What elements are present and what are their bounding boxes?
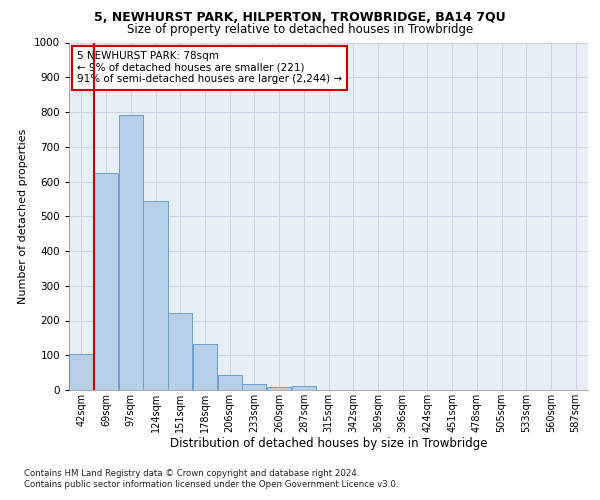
Bar [242, 384, 266, 390]
Bar [69, 354, 94, 390]
Text: 5, NEWHURST PARK, HILPERTON, TROWBRIDGE, BA14 7QU: 5, NEWHURST PARK, HILPERTON, TROWBRIDGE,… [94, 11, 506, 24]
Bar [193, 344, 217, 390]
Text: 5 NEWHURST PARK: 78sqm
← 9% of detached houses are smaller (221)
91% of semi-det: 5 NEWHURST PARK: 78sqm ← 9% of detached … [77, 51, 342, 84]
Bar [292, 386, 316, 390]
Bar [94, 173, 118, 390]
Bar [119, 116, 143, 390]
Bar [267, 386, 291, 390]
Bar [168, 313, 193, 390]
Bar [218, 376, 242, 390]
Text: Contains HM Land Registry data © Crown copyright and database right 2024.: Contains HM Land Registry data © Crown c… [24, 469, 359, 478]
Text: Size of property relative to detached houses in Trowbridge: Size of property relative to detached ho… [127, 22, 473, 36]
Y-axis label: Number of detached properties: Number of detached properties [18, 128, 28, 304]
Text: Contains public sector information licensed under the Open Government Licence v3: Contains public sector information licen… [24, 480, 398, 489]
Text: Distribution of detached houses by size in Trowbridge: Distribution of detached houses by size … [170, 438, 488, 450]
Bar [143, 202, 167, 390]
